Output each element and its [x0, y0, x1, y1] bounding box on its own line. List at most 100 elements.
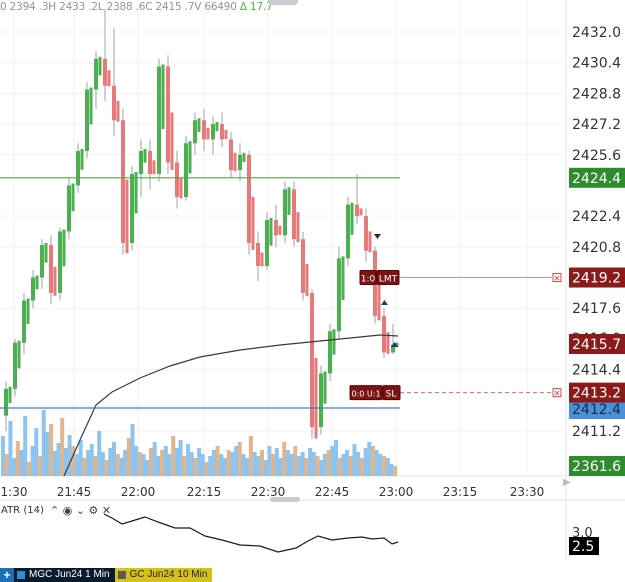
close-icon[interactable]: ✕: [101, 504, 112, 517]
eye-icon[interactable]: ◉: [62, 504, 73, 517]
volume-bar: [189, 452, 194, 476]
candle-body: [328, 331, 332, 374]
volume-bar: [75, 454, 79, 476]
time-tick-label: 1:30: [1, 485, 28, 499]
volume-bar: [374, 450, 379, 476]
stop-qty-label: 0:0 U:1: [351, 390, 380, 399]
candle-body: [71, 183, 75, 212]
volume-bar: [248, 436, 253, 476]
volume-bar: [123, 450, 128, 476]
tab-gc-10min[interactable]: GC Jun24 10 Min: [114, 568, 213, 582]
candle-body: [215, 122, 219, 132]
volume-bar: [363, 448, 368, 476]
volume-bar: [208, 456, 213, 476]
candle-body: [76, 150, 80, 186]
limit-order-price-label-bg: [569, 267, 625, 288]
volume-bar: [230, 452, 235, 476]
candle-body: [31, 277, 35, 301]
volume-bar: [378, 454, 383, 476]
volume-bar: [115, 454, 120, 476]
panel-resize-handle[interactable]: [270, 497, 300, 502]
volume-bar: [245, 458, 250, 476]
candle-body: [310, 292, 314, 428]
limit-cancel-button[interactable]: [552, 273, 562, 283]
candle-body: [238, 154, 242, 171]
candle-body: [364, 216, 368, 251]
volume-bar: [348, 456, 353, 476]
candle-body: [40, 244, 44, 278]
volume-bar: [186, 444, 190, 476]
candle-body: [229, 139, 233, 171]
candle-body: [260, 252, 264, 267]
volume-bar: [337, 458, 342, 476]
volume-bar: [359, 458, 364, 476]
volume-bar: [156, 456, 161, 476]
candle-body: [224, 129, 228, 139]
candle-body: [130, 173, 134, 244]
volume-bar: [197, 448, 202, 476]
volume-bar: [278, 458, 283, 476]
stop-loss-price-label-bg: [569, 382, 625, 403]
limit-type-box[interactable]: [376, 270, 400, 286]
limit-type-label: LMT: [379, 275, 398, 285]
volume-bar: [219, 454, 224, 476]
stop-type-box[interactable]: [382, 385, 401, 401]
candle-body: [382, 315, 386, 353]
limit-qty-label: 1:0: [361, 275, 376, 285]
volume-bar: [67, 435, 72, 476]
candle-body: [4, 388, 8, 416]
volume-bar: [86, 450, 91, 476]
volume-bar: [345, 450, 350, 476]
green-line-price-label: 2424.4: [572, 171, 621, 187]
time-tick-label: 23:30: [510, 485, 545, 499]
volume-bar: [385, 458, 390, 476]
ohlc-values: 0 2394 .3H 2433 .2L 2388 .6C 2415 .7V 66…: [0, 1, 237, 13]
limit-qty-box[interactable]: [359, 270, 377, 286]
candle-body: [247, 154, 251, 244]
current-price-label-bg: [569, 334, 625, 354]
top-scroll-handle[interactable]: [268, 0, 298, 5]
caret-up-icon[interactable]: ⌃: [50, 504, 60, 517]
volume-bar: [356, 452, 361, 476]
candle-body: [80, 148, 84, 170]
add-tab-button[interactable]: +: [0, 568, 14, 582]
volume-bar: [174, 448, 179, 476]
candle-body: [256, 243, 260, 267]
volume-bar: [260, 450, 264, 476]
volume-bar: [282, 442, 287, 476]
candle-body: [112, 85, 116, 121]
buy-marker-icon: [381, 300, 388, 305]
ohlc-readout: 0 2394 .3H 2433 .2L 2388 .6C 2415 .7V 66…: [0, 1, 273, 13]
limit-order-price-label: 2419.2: [572, 271, 621, 287]
sell-marker-icon: [374, 234, 381, 239]
candle-body: [283, 189, 287, 236]
volume-bar: [130, 424, 135, 476]
stop-type-label: SL: [386, 390, 397, 400]
volume-bar: [285, 450, 290, 476]
volume-ma-label-bg: [569, 456, 625, 476]
tab-color-swatch: [17, 571, 25, 579]
volume-bar: [49, 424, 54, 476]
candle-body: [62, 229, 66, 267]
candle-body: [220, 124, 224, 140]
caret-down-icon[interactable]: ⌄: [75, 504, 86, 517]
candle-body: [355, 204, 359, 217]
volume-bar: [256, 456, 261, 476]
stop-loss-price-label: 2413.2: [572, 386, 621, 402]
candle-body: [233, 152, 237, 172]
candle-body: [278, 225, 282, 235]
tab-mgc-1min[interactable]: MGC Jun24 1 Min: [14, 568, 115, 582]
price-tick-label: 2420.8: [572, 240, 621, 256]
candle-body: [301, 239, 305, 293]
candle-body: [350, 202, 354, 235]
volume-bar: [178, 440, 183, 476]
gear-icon[interactable]: ⚙: [88, 504, 99, 517]
stop-cancel-button[interactable]: [552, 388, 562, 398]
stop-qty-box[interactable]: [349, 385, 383, 401]
candle-body: [107, 70, 111, 87]
candle-body: [341, 256, 345, 301]
candle-body: [17, 340, 21, 369]
candle-body: [8, 386, 12, 403]
candle-body: [170, 112, 174, 171]
